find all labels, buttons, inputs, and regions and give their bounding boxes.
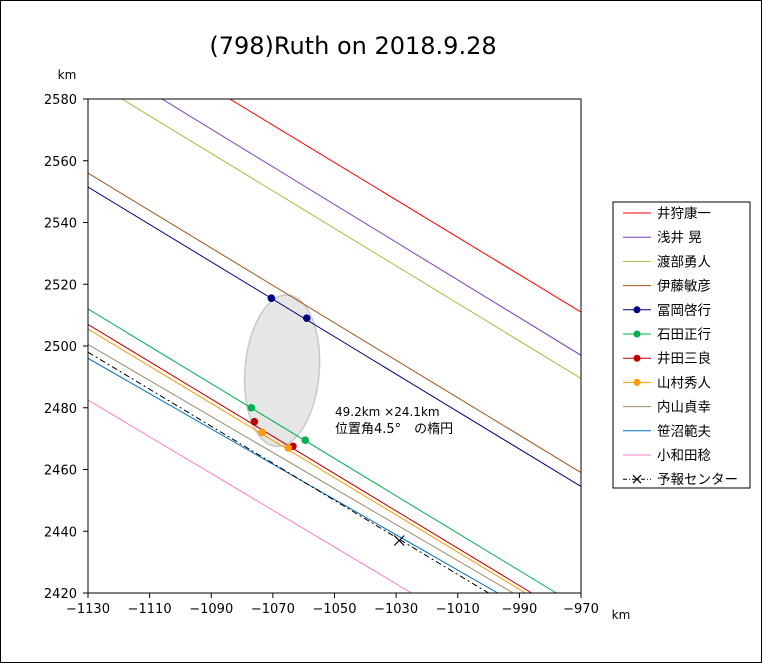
contact-point-5-0 (247, 403, 256, 412)
legend-marker-5 (633, 330, 641, 338)
y-tick-label-0: 2420 (44, 587, 77, 602)
legend-label-4: 冨岡啓行 (657, 303, 711, 319)
y-axis-unit-label: km (58, 68, 77, 82)
legend-box (612, 201, 751, 489)
y-tick-label-4: 2500 (44, 340, 77, 355)
contact-point-7-1 (284, 444, 293, 452)
y-tick-label-6: 2540 (44, 217, 77, 232)
chord-line-1 (161, 99, 581, 356)
chord-line-0 (229, 99, 581, 313)
y-tick-label-1: 2440 (44, 525, 77, 540)
chord-line-10 (88, 399, 412, 593)
legend-label-11: 予報センター (657, 472, 738, 488)
x-tick-label-3: −1070 (251, 602, 295, 617)
legend-label-2: 渡部勇人 (657, 254, 711, 270)
x-tick-label-6: −1010 (436, 602, 480, 617)
legend-label-0: 井狩康一 (657, 205, 711, 222)
legend-label-10: 小和田稔 (657, 448, 711, 464)
legend-label-8: 内山貞幸 (657, 400, 711, 416)
x-tick-label-2: −1090 (189, 602, 233, 617)
chord-line-4 (88, 186, 581, 487)
x-tick-label-1: −1110 (128, 602, 172, 617)
y-tick-label-5: 2520 (44, 278, 77, 293)
x-tick-label-5: −1030 (374, 602, 418, 617)
ellipse-angle-label: 位置角4.5° の楕円 (335, 422, 453, 437)
uncertainty-ellipse (243, 294, 321, 448)
legend-label-7: 山村秀人 (657, 375, 711, 391)
legend-label-1: 浅井 晃 (657, 230, 702, 246)
contact-point-5-1 (301, 436, 310, 444)
legend-label-9: 笹沼範夫 (657, 424, 711, 440)
legend-marker-4 (633, 306, 641, 314)
center-line (88, 351, 489, 593)
y-tick-label-3: 2480 (44, 402, 77, 417)
x-axis-unit-label: km (612, 608, 631, 622)
center-marker (393, 535, 405, 546)
x-tick-label-7: −990 (502, 602, 538, 617)
contact-point-4-1 (302, 314, 311, 323)
x-tick-label-4: −1050 (313, 602, 357, 617)
chord-line-2 (121, 99, 581, 379)
axis-ticks: −1130 −1110 −1090 −1070 −1050 −1030 −1010 −990 −… (44, 93, 599, 617)
contact-point-4-0 (267, 294, 276, 302)
chord-line-6 (88, 323, 532, 593)
legend-marker-11 (632, 474, 642, 484)
y-tick-label-8: 2580 (44, 93, 77, 108)
y-tick-label-2: 2460 (44, 464, 77, 479)
ellipse-size-label: 49.2km ×24.1km (335, 405, 440, 419)
legend-label-6: 井田三良 (657, 351, 711, 367)
chord-line-8 (88, 344, 514, 593)
chord-line-3 (88, 172, 581, 474)
ellipse-annotation: 49.2km ×24.1km 位置角4.5° の楕円 (335, 405, 453, 437)
chord-line-7 (88, 328, 526, 593)
legend-label-3: 伊藤敏彦 (657, 279, 711, 295)
plot-body (88, 99, 581, 593)
x-tick-label-0: −1130 (66, 602, 110, 617)
legend-label-5: 石田正行 (657, 327, 711, 343)
plot-area-frame (87, 98, 582, 594)
chord-line-5 (88, 308, 557, 593)
x-tick-label-8: −970 (563, 602, 599, 617)
chart-title: (798)Ruth on 2018.9.28 (209, 32, 496, 60)
contact-point-7-0 (258, 428, 266, 437)
contact-point-6-0 (250, 417, 259, 426)
legend-marker-7 (633, 378, 641, 386)
y-tick-label-7: 2560 (44, 155, 77, 170)
legend-marker-6 (633, 354, 641, 362)
